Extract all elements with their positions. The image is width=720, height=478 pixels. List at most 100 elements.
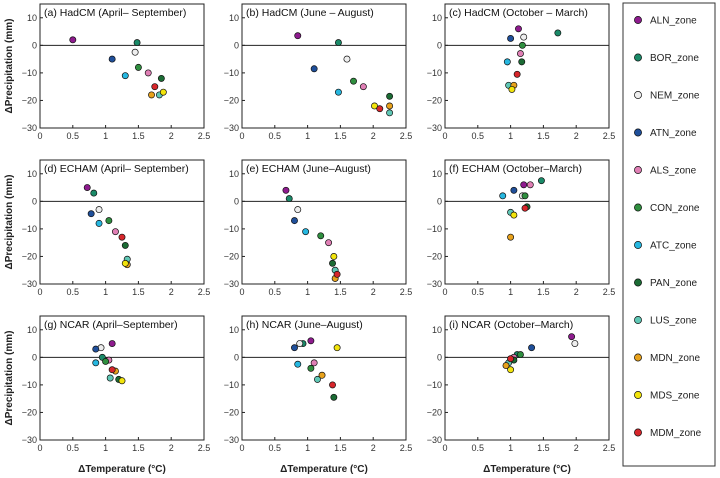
point-als-zone bbox=[359, 83, 367, 91]
y-tick-label: −30 bbox=[427, 435, 442, 445]
point-mds-zone bbox=[121, 259, 129, 267]
point-mds-zone bbox=[118, 377, 126, 385]
y-tick-label: −10 bbox=[427, 224, 442, 234]
legend-box bbox=[622, 2, 716, 467]
legend-item: NEM_zone bbox=[634, 91, 700, 102]
point-atn-zone bbox=[87, 210, 95, 218]
point-bor-zone bbox=[554, 29, 562, 37]
point-mds-zone bbox=[510, 211, 518, 219]
legend-item: PAN_zone bbox=[634, 278, 698, 289]
plot-frame bbox=[241, 159, 407, 285]
x-tick-label: 2.5 bbox=[198, 443, 211, 453]
y-tick-label: 10 bbox=[229, 325, 239, 335]
y-tick-label: −30 bbox=[224, 279, 239, 289]
point-lus-zone bbox=[386, 109, 394, 117]
point-mds-zone bbox=[330, 252, 338, 260]
legend-label: ALN_zone bbox=[650, 16, 697, 27]
x-tick-label: 0 bbox=[37, 131, 42, 141]
point-atc-zone bbox=[334, 88, 342, 96]
y-tick-label: 0 bbox=[437, 196, 442, 206]
panel-title: (a) HadCM (April– September) bbox=[44, 7, 186, 19]
x-tick-label: 1.5 bbox=[537, 287, 550, 297]
point-aln-zone bbox=[294, 32, 302, 40]
plot-frame bbox=[39, 159, 205, 285]
point-mdm-zone bbox=[513, 70, 521, 78]
legend-label: ALS_zone bbox=[650, 166, 697, 177]
point-aln-zone bbox=[520, 181, 528, 189]
legend-label: BOR_zone bbox=[650, 53, 699, 64]
x-tick-label: 1 bbox=[103, 287, 108, 297]
legend-label: NEM_zone bbox=[650, 91, 700, 102]
plot-frame bbox=[444, 159, 610, 285]
point-pan-zone bbox=[518, 58, 526, 66]
point-mdn-zone bbox=[148, 91, 155, 99]
legend-marker bbox=[634, 203, 642, 212]
y-tick-label: 0 bbox=[234, 196, 239, 206]
point-con-zone bbox=[516, 351, 524, 359]
point-mdm-zone bbox=[151, 83, 159, 91]
y-tick-label: 10 bbox=[27, 325, 37, 335]
y-axis-label-row3: ΔPrecipitation (mm) bbox=[4, 331, 15, 426]
y-tick-label: −20 bbox=[22, 251, 37, 261]
point-mdn-zone bbox=[502, 362, 510, 370]
point-aln-zone bbox=[69, 36, 77, 44]
x-tick-label: 1 bbox=[305, 287, 310, 297]
legend-label: ATC_zone bbox=[650, 241, 697, 252]
point-mdm-zone bbox=[376, 105, 384, 113]
panel-4: 0 0.5 1 1.5 2 2.5 10 0 −10 −20 −30 (d) ECHAM (April… bbox=[22, 159, 210, 297]
legend-item: MDS_zone bbox=[634, 391, 700, 402]
point-pan-zone bbox=[329, 259, 336, 267]
point-mdn-zone bbox=[386, 102, 394, 110]
y-axis-label-row1: ΔPrecipitation (mm) bbox=[4, 19, 15, 114]
x-tick-label: 1 bbox=[508, 287, 513, 297]
point-pan-zone bbox=[121, 241, 129, 249]
legend-marker bbox=[634, 278, 642, 287]
x-tick-label: 2.5 bbox=[198, 131, 211, 141]
panel-title: (i) NCAR (October–March) bbox=[449, 319, 573, 331]
y-tick-label: 0 bbox=[234, 352, 239, 362]
x-tick-label: 2 bbox=[371, 131, 376, 141]
point-atn-zone bbox=[510, 186, 518, 194]
panel-6: 0 0.5 1 1.5 2 2.5 10 0 −10 −20 −30 (f) ECHAM (Octob… bbox=[427, 159, 616, 297]
x-tick-label: 0 bbox=[37, 287, 42, 297]
legend-marker bbox=[634, 53, 642, 62]
x-tick-label: 0 bbox=[239, 287, 244, 297]
x-tick-label: 2.5 bbox=[400, 287, 413, 297]
x-tick-label: 1 bbox=[508, 443, 513, 453]
x-tick-label: 0 bbox=[239, 131, 244, 141]
point-atn-zone bbox=[108, 55, 116, 63]
legend-label: LUS_zone bbox=[650, 316, 697, 327]
legend-item: MDN_zone bbox=[634, 353, 700, 364]
panel-3: 0 0.5 1 1.5 2 2.5 10 0 −10 −20 −30 (c) HadCM (Octob… bbox=[427, 3, 615, 141]
point-atc-zone bbox=[92, 359, 100, 367]
x-tick-label: 1 bbox=[508, 131, 513, 141]
x-tick-label: 2.5 bbox=[603, 287, 616, 297]
x-tick-label: 2 bbox=[574, 443, 579, 453]
point-mdn-zone bbox=[318, 371, 326, 379]
point-mdm-zone bbox=[507, 355, 515, 363]
point-atc-zone bbox=[302, 228, 310, 236]
x-tick-label: 0.5 bbox=[67, 287, 80, 297]
x-tick-label: 2.5 bbox=[400, 443, 413, 453]
y-tick-label: −20 bbox=[427, 407, 442, 417]
x-tick-label: 2 bbox=[169, 287, 174, 297]
y-tick-label: −30 bbox=[427, 279, 442, 289]
x-tick-label: 0.5 bbox=[269, 131, 282, 141]
y-tick-label: 0 bbox=[234, 40, 239, 50]
legend-item: ALS_zone bbox=[634, 166, 697, 177]
y-tick-label: −10 bbox=[427, 380, 442, 390]
y-tick-label: −10 bbox=[22, 224, 37, 234]
point-pan-zone bbox=[157, 74, 165, 82]
point-atn-zone bbox=[291, 217, 298, 225]
legend-label: MDS_zone bbox=[650, 391, 700, 402]
x-tick-label: 0 bbox=[442, 287, 447, 297]
legend-label: CON_zone bbox=[650, 203, 700, 214]
legend-item: ALN_zone bbox=[634, 16, 697, 27]
legend-marker bbox=[634, 16, 642, 24]
point-aln-zone bbox=[282, 186, 290, 194]
point-aln-zone bbox=[307, 337, 315, 345]
x-tick-label: 2 bbox=[371, 287, 376, 297]
x-tick-label: 1 bbox=[103, 443, 108, 453]
point-aln-zone bbox=[83, 184, 91, 192]
y-tick-label: −20 bbox=[22, 95, 37, 105]
